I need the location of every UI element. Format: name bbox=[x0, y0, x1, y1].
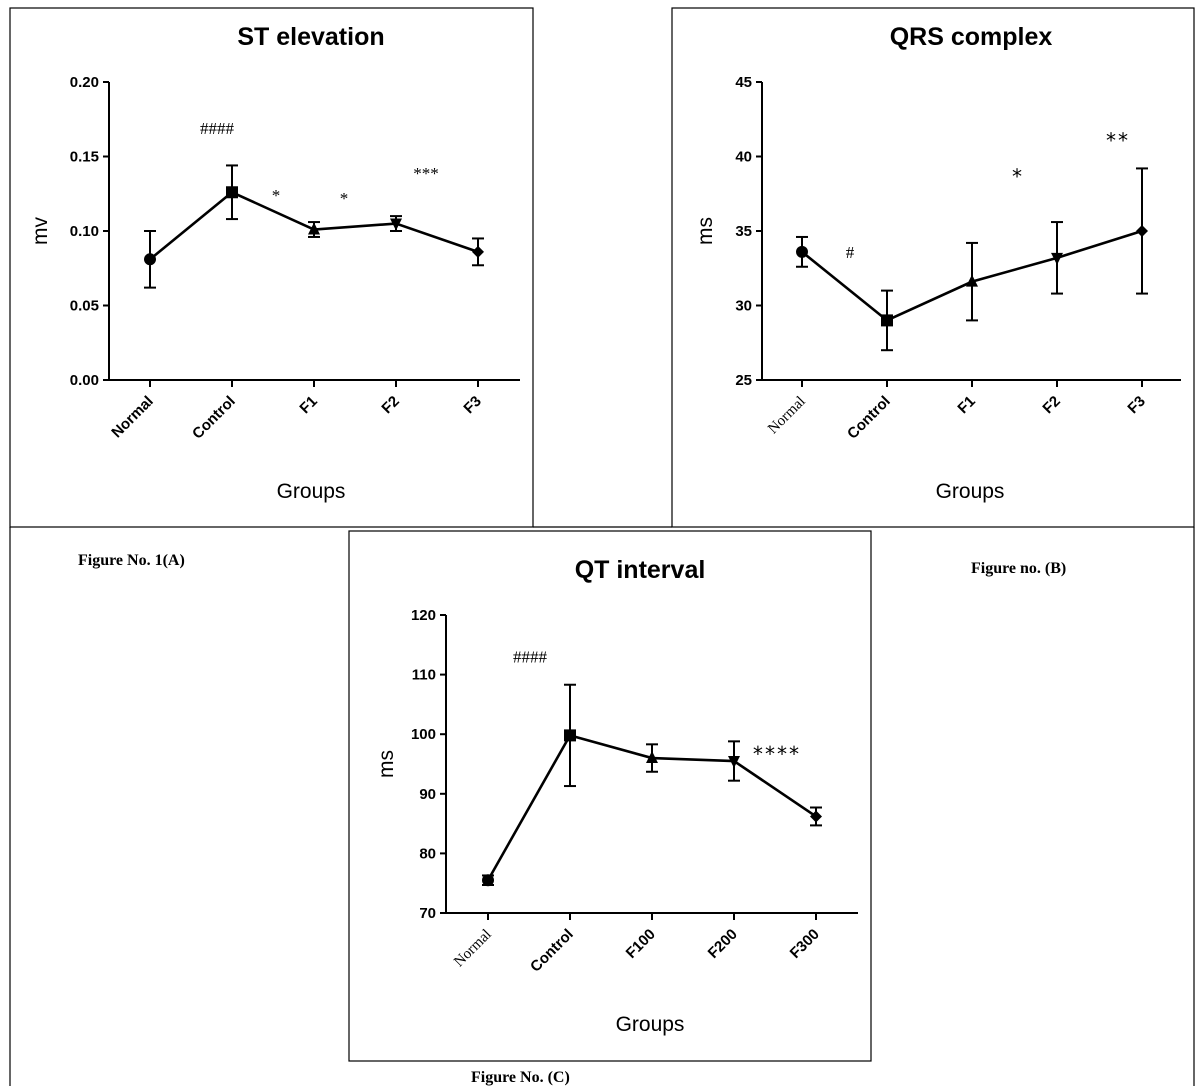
data-point-f300 bbox=[810, 810, 822, 823]
x-tick-label-f200: F200 bbox=[705, 926, 741, 962]
data-point-f3 bbox=[472, 245, 484, 258]
y-tick-label: 70 bbox=[419, 905, 436, 922]
data-point-f2 bbox=[1051, 252, 1063, 265]
y-tick-label: 0.00 bbox=[70, 372, 99, 389]
panel-c-frame bbox=[348, 530, 872, 1062]
x-tick-label-f100: F100 bbox=[623, 926, 659, 962]
significance-label: *** bbox=[413, 164, 439, 183]
data-point-f100 bbox=[646, 751, 658, 764]
data-point-f1 bbox=[966, 274, 978, 287]
significance-label: * bbox=[1011, 164, 1023, 188]
y-tick-label: 100 bbox=[411, 726, 436, 743]
chart-title: QRS complex bbox=[890, 23, 1053, 51]
x-tick-label-normal: Normal bbox=[108, 393, 157, 442]
significance-label: #### bbox=[200, 119, 235, 138]
x-axis-title: Groups bbox=[616, 1013, 685, 1036]
data-point-normal bbox=[796, 245, 808, 258]
data-point-control bbox=[564, 729, 576, 742]
x-tick-label-f2: F2 bbox=[378, 393, 402, 417]
x-tick-label-control: Control bbox=[189, 393, 239, 443]
caption-figure-a: Figure No. 1(A) bbox=[78, 552, 185, 569]
x-tick-label-control: Control bbox=[844, 393, 894, 443]
panel-b-frame bbox=[671, 7, 1195, 528]
x-tick-label-f1: F1 bbox=[954, 393, 978, 417]
y-tick-label: 25 bbox=[735, 372, 752, 389]
y-tick-label: 35 bbox=[735, 223, 752, 240]
chart-st-elevation: ST elevation Groups mv 0.00 0.05 0.10 0.15 0.20… bbox=[29, 23, 520, 503]
y-axis-title: ms bbox=[375, 750, 398, 778]
data-point-f1 bbox=[308, 222, 320, 235]
chart-qrs-complex: QRS complex Groups ms 25 30 35 40 45 Normal Contr… bbox=[694, 23, 1181, 503]
chart-title: QT interval bbox=[575, 556, 706, 584]
significance-label: **** bbox=[752, 742, 800, 766]
data-point-normal bbox=[482, 874, 494, 887]
y-axis-title: mv bbox=[29, 217, 52, 245]
y-tick-label: 90 bbox=[419, 786, 436, 803]
data-point-control bbox=[881, 314, 893, 327]
data-point-f3 bbox=[1136, 225, 1148, 237]
x-tick-label-f300: F300 bbox=[787, 926, 823, 962]
significance-label: * bbox=[272, 186, 281, 205]
x-tick-label-normal: Normal bbox=[765, 394, 809, 438]
y-tick-label: 80 bbox=[419, 845, 436, 862]
x-tick-label-normal: Normal bbox=[451, 927, 495, 971]
y-tick-label: 120 bbox=[411, 607, 436, 624]
chart-title: ST elevation bbox=[237, 23, 384, 51]
x-tick-label-f2: F2 bbox=[1039, 393, 1063, 417]
y-axis-title: ms bbox=[694, 217, 717, 245]
x-tick-label-f3: F3 bbox=[1124, 393, 1148, 417]
y-tick-label: 0.05 bbox=[70, 298, 99, 315]
data-point-control bbox=[226, 186, 238, 199]
data-point-normal bbox=[144, 253, 156, 266]
y-tick-label: 30 bbox=[735, 298, 752, 315]
caption-figure-c: Figure No. (C) bbox=[471, 1069, 570, 1086]
y-tick-label: 110 bbox=[412, 667, 436, 684]
data-point-f2 bbox=[390, 218, 402, 231]
y-tick-label: 0.10 bbox=[70, 223, 99, 240]
x-tick-label-f1: F1 bbox=[296, 393, 320, 417]
y-tick-label: 45 bbox=[735, 74, 752, 91]
significance-label: * bbox=[340, 189, 349, 208]
y-tick-label: 40 bbox=[735, 149, 752, 166]
caption-figure-b: Figure no. (B) bbox=[971, 560, 1066, 577]
significance-label: #### bbox=[513, 648, 548, 667]
significance-label: # bbox=[846, 243, 855, 262]
significance-label: ** bbox=[1105, 129, 1129, 153]
data-point-f200 bbox=[728, 756, 740, 769]
x-axis-title: Groups bbox=[936, 480, 1005, 503]
x-axis-title: Groups bbox=[277, 480, 346, 503]
y-tick-label: 0.15 bbox=[70, 149, 99, 166]
panel-a-frame bbox=[9, 7, 534, 528]
x-tick-label-f3: F3 bbox=[460, 393, 484, 417]
x-tick-label-control: Control bbox=[527, 926, 577, 976]
chart-qt-interval: QT interval Groups ms 70 80 90 100 110 120 Normal… bbox=[375, 556, 858, 1036]
y-tick-label: 0.20 bbox=[70, 74, 99, 91]
